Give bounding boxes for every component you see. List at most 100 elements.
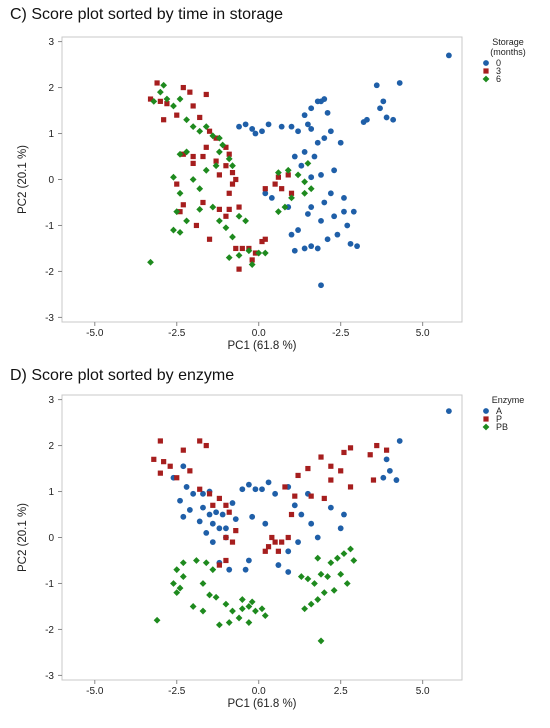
chart-d-point: [219, 511, 226, 518]
chart-c-point: [189, 123, 197, 131]
chart-c-point: [252, 130, 259, 137]
chart-c-legend-label: 0: [496, 58, 501, 68]
chart-c-point: [308, 204, 315, 210]
chart-c-point: [301, 245, 308, 252]
chart-c-point: [248, 261, 256, 268]
chart-c-point: [170, 102, 177, 110]
chart-d-point: [209, 566, 217, 574]
chart-d-point: [265, 544, 272, 550]
chart-d-point: [288, 511, 295, 518]
chart-c-point: [183, 217, 190, 225]
chart-d-x-tick-label: -2.5: [168, 686, 186, 697]
chart-d-point: [157, 438, 163, 444]
chart-c-y-axis-label: PC2 (20.1 %): [17, 145, 29, 214]
chart-d-point: [177, 497, 183, 504]
chart-c-legend-title: Storage: [492, 37, 524, 47]
chart-d-point: [222, 600, 230, 608]
chart-c-point: [212, 162, 220, 170]
chart-c-point: [249, 257, 255, 263]
chart-c-point: [187, 89, 193, 95]
chart-c-point: [156, 88, 164, 96]
chart-d-point: [380, 474, 387, 481]
chart-c-point: [229, 170, 236, 176]
chart-d-title: D) Score plot sorted by enzyme: [10, 367, 235, 384]
chart-d-point: [245, 481, 252, 488]
chart-c-point: [206, 236, 213, 242]
chart-c-point: [301, 178, 309, 186]
chart-c-x-tick-label: -5.0: [86, 328, 104, 339]
chart-c-point: [235, 251, 243, 259]
chart-d-point: [232, 516, 239, 523]
chart-d-point: [347, 445, 354, 451]
chart-d-point: [350, 557, 358, 564]
chart-d-point: [314, 596, 322, 603]
chart-c-point: [314, 245, 321, 252]
chart-c-point: [203, 91, 209, 98]
chart-d-point: [338, 468, 344, 474]
chart-d-point: [334, 554, 341, 562]
chart-c-point: [215, 148, 223, 156]
chart-d-point: [285, 548, 292, 555]
chart-c-point: [347, 240, 354, 247]
chart-c-point: [318, 172, 324, 178]
chart-d-point: [229, 607, 236, 615]
chart-d-point: [229, 500, 236, 506]
chart-c-point: [295, 227, 301, 233]
chart-d-point: [279, 539, 285, 545]
chart-d-point: [199, 607, 207, 615]
chart-c-point: [272, 181, 278, 187]
chart-d-point: [209, 539, 216, 545]
chart-c-point: [341, 194, 347, 201]
chart-d-point: [275, 562, 282, 568]
chart-c-point: [180, 202, 186, 208]
chart-d-point: [317, 570, 325, 578]
chart-c-point: [350, 208, 357, 215]
chart-d-point: [324, 573, 331, 580]
chart-d-point: [318, 454, 324, 460]
chart-d-point: [176, 584, 184, 592]
chart-d-point: [327, 559, 335, 567]
chart-c-point: [173, 208, 181, 216]
chart-d-point: [157, 470, 163, 476]
chart-c-point: [170, 173, 177, 181]
chart-d-series-pb: [153, 545, 358, 645]
chart-c-point: [209, 203, 217, 211]
chart-c-point: [176, 150, 184, 158]
chart-c-point: [190, 160, 196, 167]
chart-c-point: [324, 236, 331, 243]
chart-c-series-0: [236, 52, 452, 289]
chart-d-point: [311, 580, 318, 587]
chart-c-point: [190, 153, 196, 160]
chart-c-point: [321, 199, 328, 206]
chart-d-point: [167, 463, 173, 469]
chart-d-legend-label: P: [496, 414, 502, 424]
chart-c-point: [261, 249, 269, 257]
chart-c-point: [200, 199, 206, 206]
chart-d-point: [161, 459, 167, 465]
chart-d-point: [200, 504, 206, 511]
chart-d-y-tick-label: -3: [45, 671, 54, 682]
chart-c-point: [295, 128, 301, 135]
chart-c-point: [344, 222, 351, 229]
chart-c-legend-title: (months): [490, 47, 526, 57]
chart-c-point: [239, 245, 245, 252]
chart-d-point: [321, 495, 327, 502]
chart-c-legend-label: 6: [496, 74, 501, 84]
chart-d-point: [275, 548, 281, 554]
chart-d-point: [199, 580, 207, 587]
chart-c-point: [308, 126, 315, 132]
chart-d-y-axis-label: PC2 (20.1 %): [17, 503, 29, 572]
chart-d-point: [245, 557, 252, 564]
chart-c-point: [147, 258, 154, 266]
chart-c-x-axis-label: PC1 (61.8 %): [227, 340, 296, 352]
chart-c-point: [262, 190, 269, 197]
chart-c-point: [170, 226, 177, 234]
chart-d-point: [226, 566, 233, 573]
chart-c-point: [281, 203, 289, 211]
chart-c-point: [334, 231, 341, 238]
chart-c-point: [174, 181, 180, 187]
chart-c-point: [291, 153, 298, 160]
chart-d-point: [445, 408, 452, 414]
chart-c-point: [229, 233, 236, 241]
chart-c-point: [236, 204, 242, 210]
